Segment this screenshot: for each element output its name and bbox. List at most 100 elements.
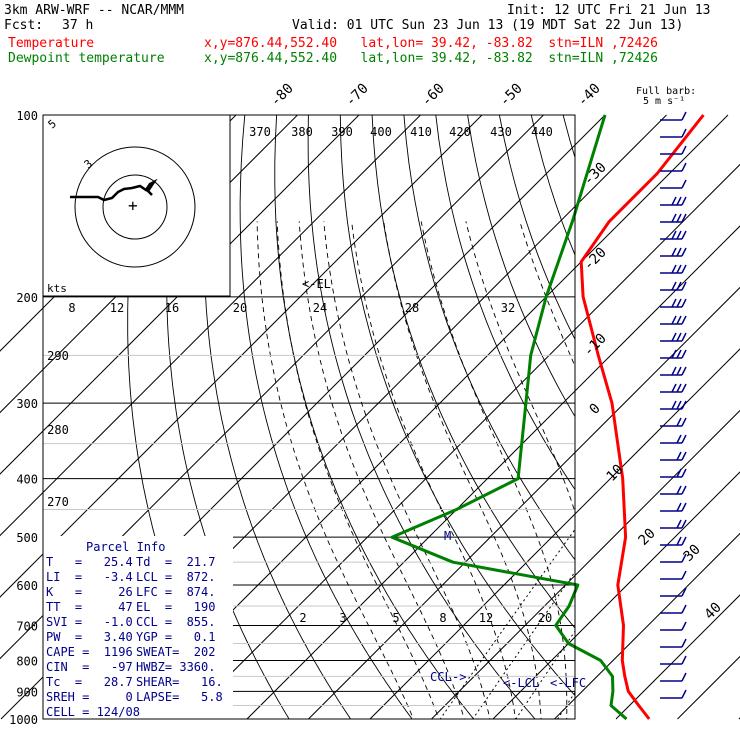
wind-barb-flag — [671, 332, 677, 342]
parcel-info-row: SVI = -1.0 CCL = 855. — [46, 615, 232, 630]
wind-barb-flag — [676, 485, 682, 495]
wind-barb-flag — [681, 536, 687, 546]
wind-barb-flag — [676, 247, 682, 257]
wind-barb-flag — [681, 502, 687, 512]
parcel-info-right: SWEAT= 202 — [136, 645, 216, 659]
wind-barb-flag — [671, 366, 677, 376]
dry-adiabat — [680, 87, 740, 731]
wind-barb-flag — [671, 383, 677, 393]
parcel-info-right: Td = 21.7 — [136, 555, 216, 569]
wind-barb-flag — [681, 179, 687, 189]
ccl-arrow: -> — [452, 670, 466, 684]
parcel-info-row: PW = 3.40 YGP = 0.1 — [46, 630, 232, 645]
isotherm — [246, 225, 740, 720]
wind-barb-flag — [681, 264, 687, 274]
theta-e-label: 410 — [410, 125, 432, 139]
isotherm — [369, 348, 740, 720]
parcel-info-background — [43, 536, 233, 719]
el-annotation: <-EL — [302, 277, 331, 291]
theta-e-label: 420 — [449, 125, 471, 139]
wind-barb-flag — [671, 349, 677, 359]
parcel-info-row: CIN = -97 HWBZ= 3360. — [46, 660, 232, 675]
dewpoint-legend-info: x,y=876.44,552.40 lat,lon= 39.42, -83.82… — [204, 51, 658, 66]
parcel-info-left: SREH = 0 — [46, 690, 133, 704]
isotherm-label: -70 — [343, 81, 372, 110]
wind-barb-flag — [681, 621, 687, 631]
parcel-info-row: CELL = 124/08 — [46, 705, 232, 720]
wind-barb-flag — [681, 298, 687, 308]
model-title: 3km ARW-WRF -- NCAR/MMM — [4, 3, 185, 18]
wind-barb-flag — [671, 247, 677, 257]
isotherm-label: 30 — [681, 542, 704, 565]
hodograph-ring-outer — [74, 146, 196, 268]
isotherm — [492, 471, 740, 720]
wind-barb-flag — [681, 332, 687, 342]
isotherm-label: 20 — [636, 526, 659, 549]
wind-barb-flag — [676, 468, 682, 478]
moist-adiabat — [586, 221, 670, 731]
hodograph-frame — [42, 114, 231, 297]
pressure-label: 900 — [16, 685, 38, 699]
theta-e-label: 380 — [291, 125, 313, 139]
hodograph-ring-inner — [102, 174, 168, 240]
parcel-info-right: CCL = 855. — [136, 615, 216, 629]
parcel-info-row: Tc = 28.7 SHEAR= 16. — [46, 675, 232, 690]
parcel-info-right: LAPSE= 5.8 — [136, 690, 223, 704]
temperature-legend-label: Temperature — [8, 36, 95, 51]
dry-adiabat — [274, 115, 475, 719]
pressure-label: 200 — [16, 291, 38, 305]
wind-barb-flag — [671, 298, 677, 308]
wind-barb-flag — [676, 230, 682, 240]
valid-time: Valid: 01 UTC Sun 23 Jun 13 (19 MDT Sat … — [292, 18, 684, 33]
isotherm-label: -20 — [581, 245, 610, 274]
pressure-label: 1000 — [9, 713, 38, 727]
wind-barb-flag — [681, 587, 687, 597]
wind-barb-flag — [681, 366, 687, 376]
mixing-ratio-lines — [439, 528, 575, 719]
parcel-info-left: LI = -3.4 — [46, 570, 133, 584]
parcel-info-right: SHEAR= 16. — [136, 675, 223, 689]
mixing-ratio-line — [439, 528, 575, 719]
moist-adiabat — [323, 221, 491, 719]
isotherm-label: -50 — [497, 81, 526, 110]
sounding-profiles — [390, 114, 705, 721]
wind-barb-flag — [676, 315, 682, 325]
wind-barb-flag — [681, 519, 687, 529]
wind-barb-flag — [671, 264, 677, 274]
wind-barb-flag — [681, 638, 687, 648]
wind-barb-flag — [681, 196, 687, 206]
mixing-ratio-label: 20 — [233, 301, 247, 315]
wind-barb-flag — [676, 332, 682, 342]
wind-barb-flag — [681, 400, 687, 410]
wind-barb-flag — [681, 672, 687, 682]
wind-barb-flag — [676, 349, 682, 359]
parcel-info-row: T = 25.4 Td = 21.7 — [46, 555, 232, 570]
wind-barb-flag — [676, 264, 682, 274]
parcel-info-box — [43, 536, 233, 719]
isotherm — [431, 409, 740, 720]
plot-border — [42, 114, 576, 720]
dry-adiabat — [530, 115, 575, 257]
init-time: Init: 12 UTC Fri 21 Jun 13 — [507, 3, 711, 18]
mixing-ratio-label: 28 — [405, 301, 419, 315]
dry-adiabat-label: 290 — [47, 349, 69, 363]
mixing-ratio-label: 12 — [479, 611, 493, 625]
mixing-ratio-label: 5 — [392, 611, 399, 625]
wind-barb-flag — [676, 519, 682, 529]
dry-adiabat-label: 270 — [47, 495, 69, 509]
wind-barb-flag — [676, 366, 682, 376]
barb-key-line-2: 5 m s⁻¹ — [643, 96, 686, 107]
lfc-annotation: <-LFC — [550, 676, 586, 690]
parcel-info-right: HWBZ= 3360. — [136, 660, 216, 674]
theta-e-label: 390 — [331, 125, 353, 139]
theta-e-label: 370 — [249, 125, 271, 139]
wind-barb-flag — [681, 451, 687, 461]
theta-e-label: 400 — [370, 125, 392, 139]
wind-barb-flag — [676, 434, 682, 444]
parcel-info-left: CAPE = 1196 — [46, 645, 133, 659]
hodograph-units: kts — [47, 282, 67, 295]
parcel-info-right: YGP = 0.1 — [136, 630, 216, 644]
wind-barb-flag — [676, 298, 682, 308]
